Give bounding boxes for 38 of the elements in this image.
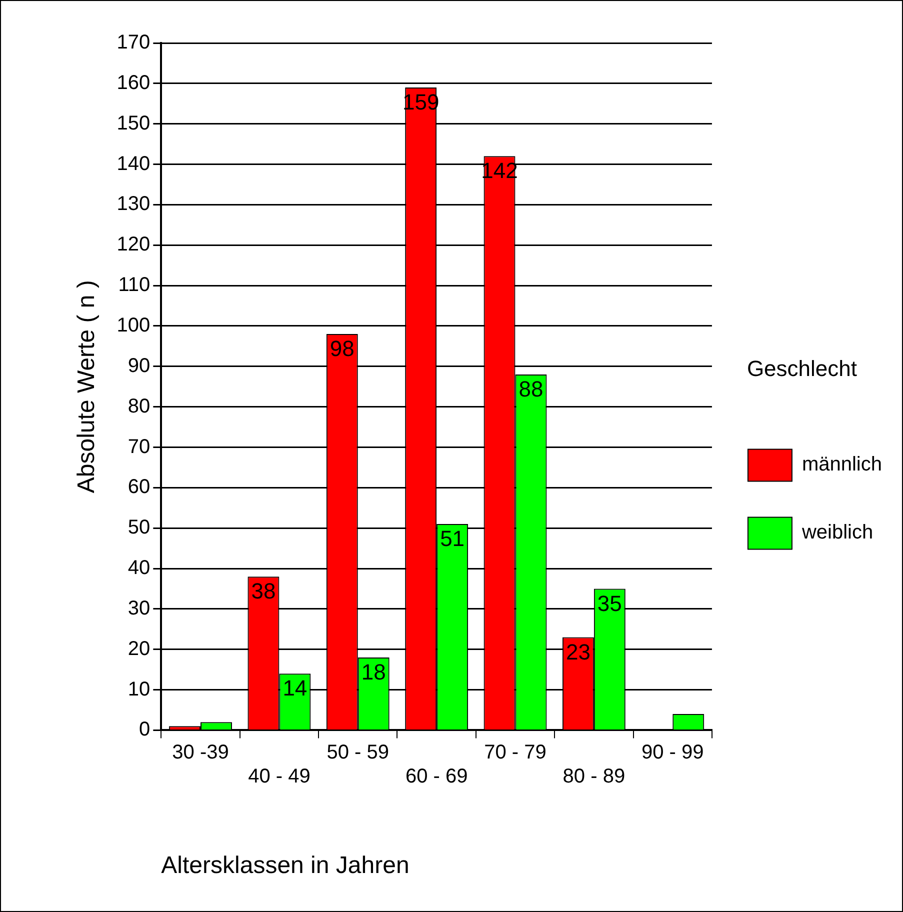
legend-title: Geschlecht — [746, 356, 858, 381]
x-tick-label: 90 - 99 — [641, 742, 704, 764]
y-tick-label: 70 — [128, 436, 150, 458]
data-label: 35 — [597, 590, 622, 616]
y-tick-label: 80 — [128, 395, 150, 418]
x-tick-label: 40 - 49 — [248, 766, 310, 788]
legend-label: männlich — [802, 454, 882, 476]
y-tick-label: 40 — [128, 557, 150, 580]
y-tick-label: 10 — [128, 678, 150, 700]
data-label: 88 — [518, 376, 544, 402]
y-axis-title: Absolute Werte ( n ) — [73, 280, 100, 494]
x-axis-title: Altersklassen in Jahren — [161, 852, 410, 880]
y-tick-label: 20 — [128, 638, 150, 660]
x-tick-label: 80 - 89 — [562, 766, 626, 788]
y-tick-label: 30 — [128, 597, 150, 620]
y-tick-label: 160 — [116, 72, 150, 94]
y-tick-label: 150 — [116, 112, 150, 134]
y-tick-label: 130 — [116, 193, 150, 216]
data-label: 18 — [361, 660, 386, 684]
x-tick-label: 50 - 59 — [326, 742, 390, 764]
data-label: 23 — [566, 639, 590, 664]
legend-label: weiblich — [800, 522, 874, 544]
y-tick-label: 100 — [116, 314, 150, 336]
y-tick-label: 120 — [116, 234, 150, 256]
y-tick-label: 0 — [139, 718, 150, 741]
y-tick-label: 60 — [128, 476, 150, 498]
data-label: 98 — [330, 336, 354, 362]
x-tick-label: 30 -39 — [172, 742, 229, 764]
x-tick-label: 70 - 79 — [484, 742, 546, 764]
data-label: 51 — [440, 526, 465, 552]
data-label: 38 — [251, 578, 276, 604]
y-tick-label: 110 — [118, 274, 150, 296]
y-tick-label: 90 — [128, 354, 150, 377]
data-label: 14 — [282, 676, 308, 701]
y-tick-label: 170 — [116, 32, 150, 54]
y-tick-label: 50 — [128, 516, 150, 539]
x-tick-label: 60 - 69 — [405, 766, 468, 788]
y-tick-label: 140 — [116, 152, 150, 175]
